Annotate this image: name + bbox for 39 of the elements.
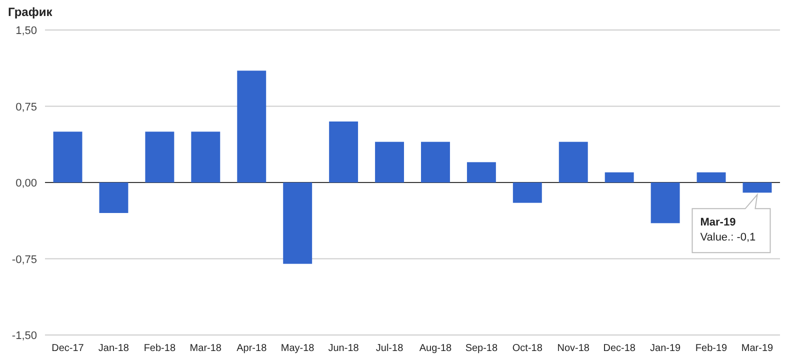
- x-tick-label: Oct-18: [512, 343, 543, 354]
- x-tick-label: Jul-18: [376, 343, 404, 354]
- bar: [145, 132, 174, 182]
- y-tick-label: 0,00: [16, 178, 37, 190]
- bar: [604, 172, 634, 182]
- bar: [99, 182, 128, 213]
- x-tick-label: Apr-18: [236, 343, 268, 354]
- bar: [742, 182, 772, 193]
- bar: [191, 132, 220, 182]
- bar: [237, 70, 266, 182]
- x-tick-label: Jun-18: [328, 343, 360, 354]
- y-tick-label: 1,50: [16, 25, 37, 37]
- bar: [375, 142, 404, 182]
- bar: [283, 182, 312, 264]
- bar: [650, 182, 680, 224]
- bar: [512, 182, 542, 203]
- x-tick-label: Mar-18: [190, 343, 222, 354]
- x-tick-label: Jan-19: [650, 343, 682, 354]
- chart-title: График: [8, 5, 54, 19]
- bar: [558, 142, 588, 182]
- x-tick-label: Mar-19: [741, 343, 774, 354]
- y-tick-label: 0,75: [16, 101, 37, 114]
- bar: [466, 162, 496, 182]
- x-tick-label: Feb-18: [144, 343, 176, 354]
- annotation: Mar-19 Value.: -0,1: [700, 216, 756, 244]
- y-tick-label: -0,75: [12, 254, 37, 266]
- x-tick-label: May-18: [280, 343, 315, 354]
- x-tick-label: Feb-19: [695, 343, 728, 354]
- bar: [53, 132, 82, 182]
- x-tick-label: Aug-18: [419, 343, 452, 354]
- x-tick-label: Sep-18: [465, 343, 498, 354]
- x-tick-label: Jan-18: [98, 343, 130, 354]
- y-tick-label: -1,50: [12, 330, 37, 342]
- bar: [329, 122, 358, 182]
- x-tick-label: Dec-17: [52, 343, 84, 354]
- bar: [421, 142, 450, 182]
- x-tick-label: Nov-18: [557, 343, 590, 354]
- x-tick-label: Dec-18: [603, 343, 636, 354]
- bar: [696, 172, 726, 182]
